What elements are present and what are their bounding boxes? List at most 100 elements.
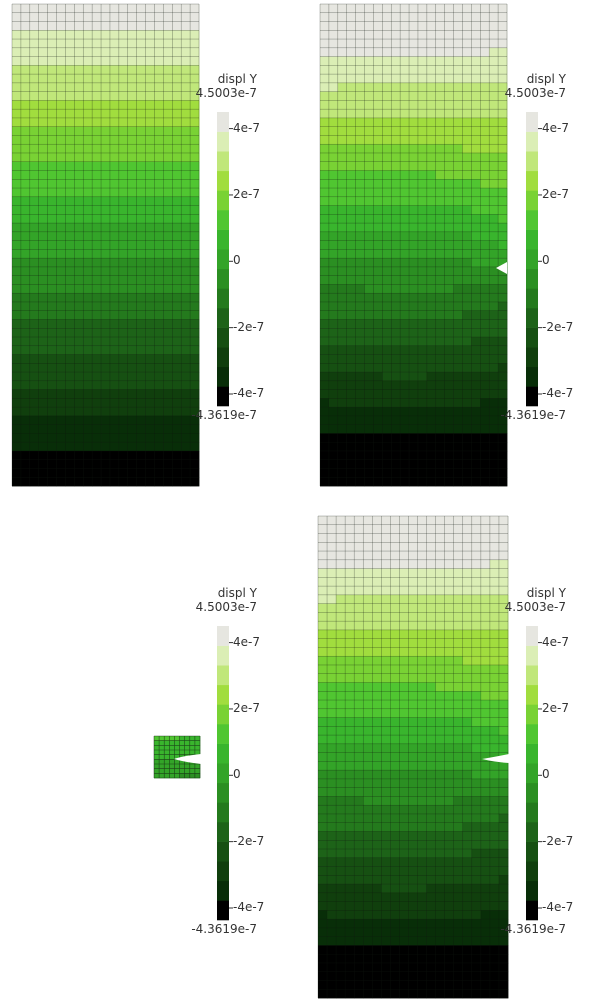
- mesh-cell: [56, 240, 66, 250]
- mesh-cell: [83, 345, 93, 355]
- mesh-cell: [453, 927, 464, 938]
- mesh-cell: [101, 74, 111, 84]
- mesh-cell: [145, 407, 155, 417]
- mesh-cell: [355, 21, 365, 31]
- mesh-cell: [417, 284, 428, 294]
- mesh-cell: [163, 214, 173, 224]
- mesh-cell: [453, 109, 463, 119]
- mesh-cell: [372, 717, 382, 727]
- mesh-cell: [355, 477, 365, 487]
- mesh-cell: [318, 673, 328, 683]
- mesh-cell: [364, 468, 374, 478]
- mesh-cell: [426, 542, 437, 552]
- mesh-cell: [145, 30, 155, 40]
- mesh-cell: [435, 442, 446, 452]
- mesh-cell: [345, 559, 355, 569]
- mesh-cell: [101, 117, 111, 128]
- mesh-cell: [400, 275, 410, 285]
- legend-tick-label: -4e-7: [542, 899, 574, 914]
- mesh-cell: [480, 12, 490, 22]
- mesh-cell: [489, 301, 499, 312]
- mesh-cell: [453, 656, 464, 666]
- mesh-cell: [444, 354, 454, 364]
- mesh-cell: [400, 240, 410, 250]
- mesh-cell: [109, 275, 120, 285]
- mesh-cell: [109, 337, 120, 347]
- mesh-cell: [372, 691, 382, 701]
- mesh-cell: [462, 787, 473, 797]
- mesh-cell: [346, 240, 357, 250]
- mesh-cell: [163, 39, 173, 49]
- mesh-cell: [390, 682, 400, 692]
- legend-min-value: -4.3619e-7: [500, 922, 566, 936]
- mesh-cell: [109, 407, 120, 417]
- mesh-cell: [480, 568, 491, 578]
- mesh-cell: [145, 91, 155, 101]
- mesh-cell: [435, 796, 446, 806]
- mesh-cell: [12, 240, 22, 250]
- mesh-cell: [444, 524, 455, 534]
- mesh-cell: [373, 301, 383, 312]
- mesh-cell: [20, 293, 31, 303]
- mesh-cell: [38, 275, 49, 285]
- mesh-cell: [163, 74, 173, 84]
- mesh-cell: [364, 380, 374, 390]
- mesh-cell: [498, 586, 509, 596]
- mesh-cell: [172, 240, 182, 250]
- mesh-cell: [38, 266, 49, 277]
- mesh-cell: [118, 398, 129, 408]
- mesh-cell: [426, 577, 437, 587]
- mesh-cell: [47, 82, 57, 93]
- mesh-cell: [489, 866, 500, 876]
- mesh-cell: [190, 65, 200, 75]
- mesh-cell: [83, 12, 93, 22]
- mesh-cell: [172, 205, 182, 215]
- mesh-cell: [169, 750, 175, 755]
- mesh-cell: [194, 764, 201, 769]
- mesh-cell: [136, 82, 146, 93]
- mesh-cell: [74, 310, 84, 320]
- mesh-cell: [346, 249, 357, 259]
- mesh-cell: [489, 144, 499, 154]
- mesh-cell: [382, 100, 392, 110]
- mesh-cell: [471, 144, 481, 154]
- mesh-cell: [327, 752, 337, 762]
- legend-swatch: [526, 131, 538, 152]
- mesh-cell: [154, 47, 164, 57]
- mesh-cell: [127, 196, 138, 206]
- mesh-cell: [172, 249, 182, 259]
- mesh-cell: [65, 477, 75, 487]
- mesh-cell: [328, 30, 339, 40]
- mesh-cell: [390, 980, 400, 990]
- mesh-cell: [498, 875, 509, 885]
- mesh-cell: [417, 196, 428, 206]
- mesh-cell: [435, 39, 446, 49]
- mesh-cell: [83, 450, 93, 461]
- mesh-cell: [498, 459, 508, 469]
- mesh-cell: [355, 39, 365, 49]
- mesh-cell: [364, 442, 374, 452]
- mesh-cell: [444, 275, 454, 285]
- mesh-cell: [118, 240, 129, 250]
- mesh-cell: [56, 91, 66, 101]
- mesh-cell: [109, 74, 120, 84]
- mesh-cell: [364, 266, 374, 277]
- mesh-cell: [480, 415, 490, 426]
- mesh-cell: [181, 144, 191, 154]
- mesh-cell: [20, 310, 31, 320]
- mesh-cell: [109, 144, 120, 154]
- mesh-cell: [417, 717, 427, 727]
- mesh-cell: [354, 752, 364, 762]
- mesh-cell: [444, 424, 454, 434]
- mesh-cell: [101, 126, 111, 136]
- mesh-cell: [426, 477, 437, 487]
- mesh-cell: [391, 398, 401, 408]
- mesh-cell: [400, 415, 410, 426]
- mesh-cell: [38, 117, 49, 128]
- mesh-cell: [400, 91, 410, 101]
- mesh-cell: [83, 240, 93, 250]
- mesh-cell: [320, 380, 330, 390]
- mesh-cell: [127, 284, 138, 294]
- mesh-cell: [355, 30, 365, 40]
- mesh-cell: [364, 21, 374, 31]
